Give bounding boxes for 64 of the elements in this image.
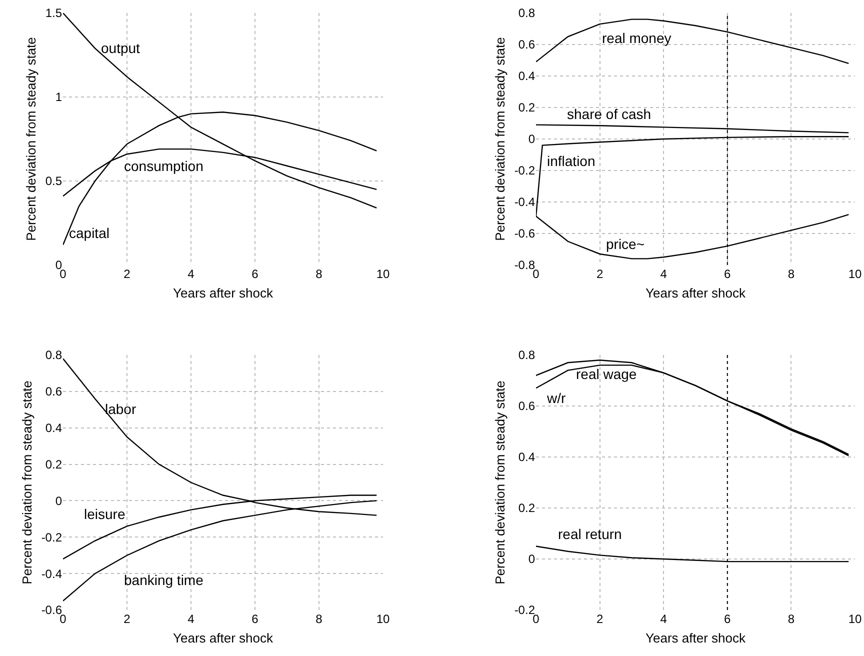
x-tick-label: 10 xyxy=(848,612,862,626)
y-tick-label: 0 xyxy=(55,494,62,508)
x-tick-label: 2 xyxy=(596,612,604,626)
x-tick-label: 10 xyxy=(376,612,390,626)
y-tick-label: 1.5 xyxy=(45,6,62,20)
y-tick-label: -0.4 xyxy=(41,566,62,581)
y-tick-label: 0.2 xyxy=(45,457,62,472)
x-tick-label: 6 xyxy=(252,612,259,626)
y-tick-label: 0.8 xyxy=(518,6,536,20)
x-tick-label: 8 xyxy=(316,267,323,281)
x-tick-label: 2 xyxy=(124,267,131,281)
x-axis-title: Years after shock xyxy=(173,286,274,301)
x-tick-label: 4 xyxy=(188,267,195,281)
y-tick-label: -0.6 xyxy=(514,226,536,241)
x-tick-label: 8 xyxy=(788,267,795,281)
x-axis-title: Years after shock xyxy=(646,630,746,646)
y-tick-label: 0.6 xyxy=(45,384,62,399)
series-label: banking time xyxy=(124,572,204,588)
y-tick-label: 0.8 xyxy=(45,348,62,362)
y-tick-label: -0.4 xyxy=(514,195,536,210)
series-label: price~ xyxy=(606,236,645,252)
x-tick-label: 4 xyxy=(188,612,195,626)
series-label: real return xyxy=(558,526,622,542)
y-axis-title: Percent deviation from steady state xyxy=(23,37,38,241)
y-axis-title: Percent deviation from steady state xyxy=(19,380,34,584)
series-label: leisure xyxy=(84,506,126,522)
x-tick-label: 4 xyxy=(660,267,668,281)
y-tick-label: 0 xyxy=(528,552,536,566)
y-tick-label: 0.4 xyxy=(518,69,536,84)
y-axis-title: Percent deviation from steady state xyxy=(492,37,508,241)
x-tick-label: 6 xyxy=(724,267,732,281)
x-axis-title: Years after shock xyxy=(646,286,746,301)
y-tick-label: -0.2 xyxy=(514,164,536,178)
series-label: share of cash xyxy=(567,106,652,122)
y-tick-label: 0.4 xyxy=(518,450,536,464)
x-tick-label: 10 xyxy=(848,267,862,281)
x-tick-label: 4 xyxy=(660,612,668,626)
series-label: w/r xyxy=(546,390,566,406)
x-axis-title: Years after shock xyxy=(173,630,274,646)
y-tick-label: 0 xyxy=(528,132,536,146)
x-tick-label: 6 xyxy=(724,612,732,626)
y-tick-label: 0.5 xyxy=(45,174,62,188)
y-tick-label: 0.8 xyxy=(518,348,536,362)
x-tick-label: 8 xyxy=(316,612,323,626)
y-tick-label: 0.6 xyxy=(518,399,536,414)
y-tick-label: 0.4 xyxy=(45,421,62,436)
series-label: capital xyxy=(69,225,110,241)
series-label: output xyxy=(101,40,140,56)
series-label: labor xyxy=(105,401,136,417)
x-tick-label: 10 xyxy=(376,267,390,281)
y-tick-label: 1 xyxy=(55,90,62,104)
y-axis-title: Percent deviation from steady state xyxy=(492,380,508,584)
series-label: inflation xyxy=(547,153,596,169)
x-tick-label: 2 xyxy=(124,612,131,626)
y-tick-label: -0.2 xyxy=(41,530,62,544)
y-tick-label: 0.6 xyxy=(518,38,536,52)
series-label: consumption xyxy=(124,158,204,174)
series-label: real money xyxy=(602,30,672,46)
x-tick-label: 2 xyxy=(596,267,604,281)
y-tick-label: 0.2 xyxy=(518,501,536,516)
y-tick-label: 0.2 xyxy=(518,100,536,115)
series-label: real wage xyxy=(576,366,637,382)
x-tick-label: 6 xyxy=(252,267,259,281)
x-tick-label: 8 xyxy=(788,612,795,626)
